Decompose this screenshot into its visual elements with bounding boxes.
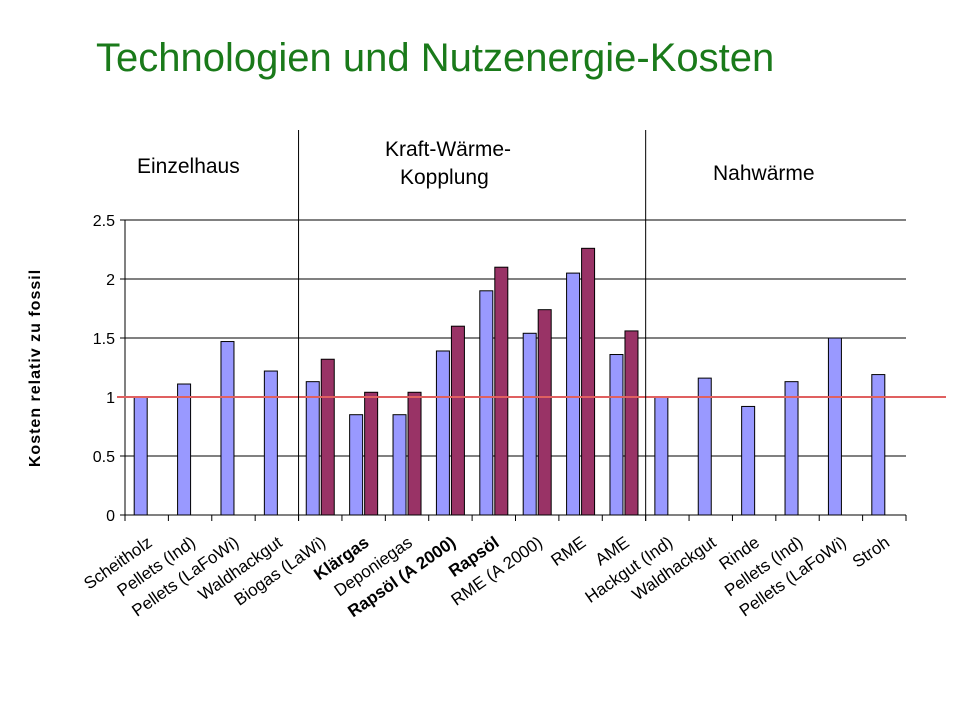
bar [494, 266, 509, 516]
section-label: Einzelhaus [137, 155, 240, 178]
section-label: Kopplung [400, 166, 489, 189]
y-axis-title: Kosten relativ zu fossil [27, 269, 44, 467]
bar [177, 383, 192, 516]
bar [784, 381, 799, 516]
y-tick-label: 2 [106, 272, 115, 289]
y-tick-label: 1 [106, 390, 115, 407]
y-tick-label: 0 [106, 508, 115, 525]
bar [522, 332, 537, 516]
bar [624, 330, 639, 516]
bar [537, 309, 552, 516]
slide-title: Technologien und Nutzenergie-Kosten [96, 36, 775, 80]
section-label: Nahwärme [713, 162, 815, 185]
bar [435, 350, 450, 516]
bar [581, 247, 596, 516]
bar [220, 341, 235, 516]
bar [305, 381, 320, 516]
bars [133, 247, 886, 516]
bar [364, 391, 379, 516]
bar [349, 414, 364, 516]
bar [479, 290, 494, 516]
axes [117, 130, 946, 521]
x-category-label: Stroh [849, 533, 893, 572]
x-category-label: RME [548, 533, 590, 570]
bar [741, 405, 756, 516]
y-tick-label: 2.5 [93, 213, 115, 230]
bar [133, 396, 148, 516]
y-tick-label: 1.5 [93, 331, 115, 348]
bar [407, 391, 422, 516]
bar [609, 354, 624, 516]
bar [392, 414, 407, 516]
bar [654, 396, 669, 516]
bar [827, 337, 842, 516]
y-tick-label: 0.5 [93, 449, 115, 466]
bar [450, 325, 465, 516]
section-label: Kraft-Wärme- [385, 138, 511, 161]
bar [263, 370, 278, 516]
bar [697, 377, 712, 516]
bar [566, 272, 581, 516]
bar [871, 374, 886, 516]
bar [320, 358, 335, 516]
